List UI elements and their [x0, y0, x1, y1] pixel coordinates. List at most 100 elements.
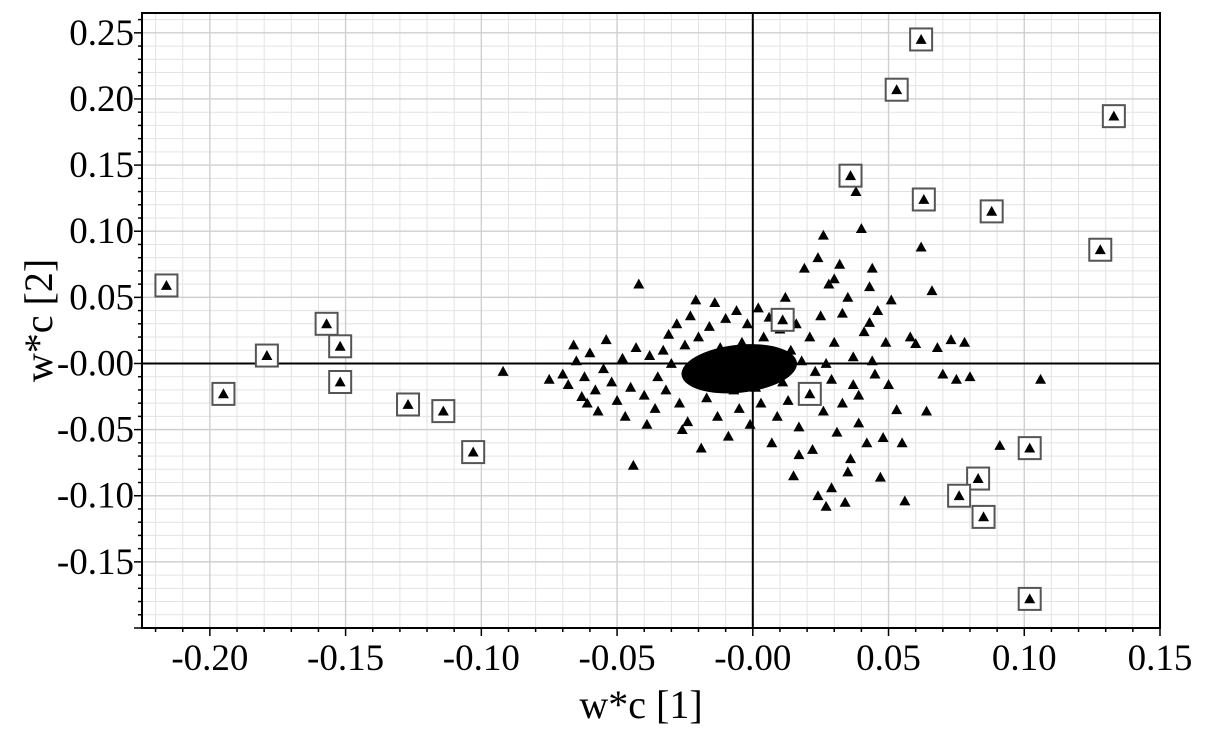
- triangle-marker: [899, 495, 911, 506]
- highlighted-points: [154, 27, 1126, 611]
- triangle-marker: [964, 371, 976, 382]
- triangle-marker: [826, 482, 838, 493]
- triangle-marker: [777, 314, 789, 325]
- triangle-marker: [679, 339, 691, 350]
- triangle-marker: [321, 318, 333, 329]
- triangle-marker: [820, 500, 832, 511]
- triangle-marker: [847, 379, 859, 390]
- triangle-marker: [842, 291, 854, 302]
- triangle-marker: [649, 402, 661, 413]
- plot-frame: [141, 12, 1161, 629]
- triangle-marker: [644, 350, 656, 360]
- triangle-marker: [877, 432, 889, 442]
- y-axis-ticks: 0.25 0.20 0.15 0.10 0.05 -0.00 -0.05 -0.10 -0.15: [57, 13, 142, 629]
- triangle-marker: [690, 294, 702, 305]
- triangle-marker: [880, 336, 892, 347]
- triangle-marker: [891, 404, 903, 415]
- triangle-marker: [921, 405, 933, 416]
- y-axis-label: w*c [2]: [16, 259, 61, 382]
- triangle-marker: [736, 336, 748, 347]
- triangle-marker: [543, 373, 555, 384]
- triangle-marker: [864, 281, 876, 292]
- triangle-marker: [701, 392, 713, 403]
- triangle-marker: [782, 395, 794, 405]
- triangle-marker: [712, 410, 724, 421]
- triangle-marker: [497, 365, 509, 376]
- triangle-marker: [866, 262, 878, 273]
- triangle-marker: [804, 331, 816, 342]
- triangle-marker: [828, 336, 840, 347]
- triangle-marker: [581, 397, 593, 408]
- triangle-marker: [606, 376, 618, 387]
- triangle-marker: [817, 405, 829, 416]
- y-tick-label: -0.15: [57, 542, 134, 583]
- y-tick-label: -0.00: [57, 343, 134, 384]
- triangle-marker: [915, 241, 927, 252]
- triangle-marker: [619, 410, 631, 421]
- triangle-marker: [834, 258, 846, 269]
- triangle-marker: [1024, 593, 1036, 604]
- x-tick-label: 0.15: [1128, 638, 1193, 679]
- triangle-marker: [1094, 244, 1106, 255]
- minor-gridlines: [142, 13, 1160, 628]
- triangle-marker: [722, 430, 734, 441]
- triangle-marker: [633, 278, 645, 289]
- triangle-marker: [557, 368, 569, 379]
- triangle-marker: [796, 355, 808, 366]
- triangle-marker: [896, 437, 908, 448]
- y-tick-label: -0.05: [57, 410, 134, 451]
- triangle-marker: [853, 389, 865, 400]
- y-tick-label: -0.10: [57, 476, 134, 517]
- triangle-marker: [926, 285, 938, 296]
- triangle-marker: [845, 170, 857, 181]
- triangle-marker: [576, 391, 588, 401]
- triangle-marker: [842, 466, 854, 477]
- triangle-marker: [616, 352, 628, 363]
- data-points: [497, 186, 1047, 511]
- triangle-marker: [652, 371, 664, 382]
- triangle-marker: [695, 442, 707, 453]
- triangle-marker: [883, 379, 895, 390]
- triangle-marker: [334, 376, 346, 387]
- triangle-marker: [972, 473, 984, 483]
- y-tick-label: 0.15: [69, 145, 134, 186]
- triangle-marker: [597, 363, 609, 374]
- triangle-marker: [959, 336, 971, 347]
- triangle-marker: [641, 418, 653, 429]
- triangle-marker: [709, 297, 721, 308]
- triangle-marker: [798, 262, 810, 273]
- y-tick-label: 0.05: [69, 277, 134, 318]
- triangle-marker: [638, 389, 650, 400]
- triangle-marker: [261, 350, 273, 360]
- triangle-marker: [671, 318, 683, 329]
- triangle-marker: [885, 294, 897, 305]
- triangle-marker: [850, 186, 862, 196]
- triangle-marker: [676, 424, 688, 435]
- triangle-marker: [600, 334, 612, 345]
- triangle-marker: [684, 310, 696, 321]
- triangle-marker: [1035, 373, 1047, 384]
- triangle-marker: [334, 340, 346, 351]
- triangle-marker: [660, 384, 672, 395]
- triangle-marker: [402, 398, 414, 409]
- triangle-marker: [812, 490, 824, 501]
- dense-point-cluster: [681, 344, 797, 394]
- triangle-marker: [665, 357, 677, 368]
- triangle-marker: [771, 410, 783, 421]
- triangle-marker: [625, 381, 637, 392]
- triangle-marker: [872, 305, 884, 315]
- triangle-marker: [663, 328, 675, 339]
- triangle-marker: [589, 384, 601, 395]
- triangle-marker: [720, 313, 732, 323]
- triangle-marker: [823, 278, 835, 289]
- triangle-marker: [836, 397, 848, 408]
- triangle-marker: [562, 379, 574, 390]
- zero-lines: [142, 13, 1160, 628]
- triangle-marker: [836, 307, 848, 318]
- triangle-marker: [931, 342, 943, 353]
- triangle-marker: [910, 338, 922, 349]
- triangle-marker: [994, 439, 1006, 450]
- triangle-marker: [682, 416, 694, 427]
- triangle-marker: [160, 279, 172, 290]
